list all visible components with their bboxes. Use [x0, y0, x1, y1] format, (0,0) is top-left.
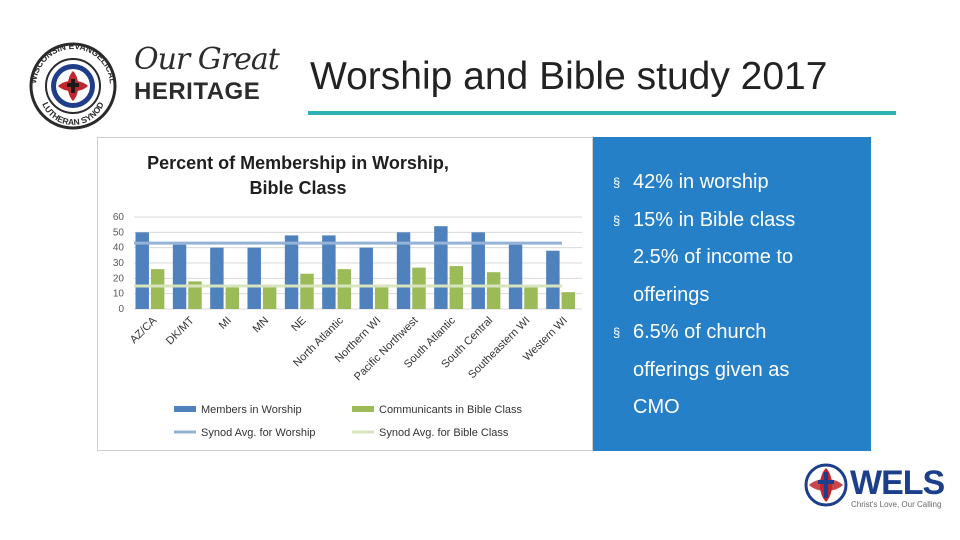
- bar-worship: [284, 235, 299, 309]
- legend-label: Communicants in Bible Class: [379, 404, 523, 416]
- legend-label: Synod Avg. for Worship: [201, 427, 316, 439]
- bar-bible-class: [337, 269, 352, 309]
- title-underline: [308, 111, 896, 115]
- bullet-item: offerings given as: [611, 352, 861, 390]
- bar-bible-class: [262, 286, 277, 309]
- bar-bible-class: [300, 273, 314, 309]
- bullet-text: offerings: [633, 283, 710, 306]
- bar-worship: [508, 244, 523, 309]
- brand-script-text: Our Great: [134, 42, 280, 77]
- bar-bible-class: [561, 292, 576, 309]
- bar-worship: [359, 247, 373, 309]
- legend-label: Members in Worship: [201, 404, 302, 416]
- bar-bible-class: [449, 266, 464, 309]
- bullet-text: 15% in Bible class: [633, 208, 796, 231]
- bullet-panel: § 42% in worship § 15% in Bible class 2.5% o…: [593, 137, 871, 451]
- bullet-list: § 42% in worship § 15% in Bible class 2.5% o…: [611, 164, 861, 427]
- bullet-marker-icon: §: [613, 325, 621, 340]
- brand-heritage-text: HERITAGE: [134, 78, 261, 105]
- wels-cross-icon: [804, 463, 848, 507]
- bar-bible-class: [150, 269, 165, 309]
- bullet-marker-icon: §: [613, 175, 621, 190]
- bar-worship: [471, 232, 485, 309]
- x-category-label: AZ/CA: [128, 314, 160, 346]
- membership-chart: Percent of Membership in Worship, Bible C…: [97, 137, 593, 451]
- bullet-marker-icon: §: [613, 212, 621, 228]
- x-category-label: MI: [217, 315, 234, 332]
- bullet-item: 2.5% of income to: [611, 239, 861, 277]
- y-tick-label: 40: [113, 243, 125, 254]
- bar-bible-class: [486, 272, 501, 309]
- y-tick-label: 10: [113, 289, 125, 300]
- bar-worship: [210, 247, 224, 309]
- bar-bible-class: [412, 267, 426, 309]
- y-tick-label: 50: [113, 227, 125, 238]
- chart-canvas: Percent of Membership in Worship, Bible C…: [113, 153, 582, 439]
- wels-footer-logo: WELS Christ's Love, Our Calling: [804, 462, 945, 512]
- bullet-item: CMO: [611, 389, 861, 427]
- wels-logo-word: WELS: [850, 464, 945, 502]
- y-tick-label: 30: [113, 258, 125, 269]
- x-category-label: DK/MT: [164, 314, 197, 347]
- x-category-label: Pacific Northwest: [352, 315, 421, 384]
- bar-bible-class: [524, 287, 538, 309]
- bar-worship: [322, 235, 336, 309]
- slide-title: Worship and Bible study 2017: [310, 55, 828, 98]
- bar-bible-class: [188, 281, 202, 309]
- legend-swatch: [352, 406, 374, 412]
- bullet-text: 2.5% of income to: [633, 246, 794, 268]
- bar-bible-class: [225, 286, 240, 309]
- y-tick-label: 20: [113, 273, 125, 284]
- bullet-item: § 6.5% of church: [611, 314, 861, 352]
- bullet-text: CMO: [633, 396, 680, 418]
- bar-worship: [434, 226, 448, 309]
- bullet-text: offerings given as: [633, 358, 790, 381]
- chart-title-line: Percent of Membership in Worship,: [147, 153, 449, 173]
- x-category-label: MN: [251, 315, 272, 336]
- bar-bible-class: [374, 287, 389, 309]
- bar-worship: [396, 232, 411, 309]
- our-great-heritage-logo: Our Great HERITAGE: [132, 42, 282, 105]
- y-tick-label: 0: [118, 304, 124, 315]
- chart-title-line: Bible Class: [249, 178, 346, 198]
- bar-worship: [135, 232, 149, 309]
- wels-tagline: Christ's Love, Our Calling: [851, 500, 942, 509]
- bar-worship: [247, 247, 261, 309]
- legend-label: Synod Avg. for Bible Class: [379, 427, 509, 439]
- bullet-text: 42% in worship: [633, 171, 769, 193]
- bullet-item: § 15% in Bible class: [611, 202, 861, 240]
- bar-worship: [546, 250, 560, 309]
- wels-seal-logo: WISCONSIN EVANGELICAL LUTHERAN SYNOD: [22, 40, 124, 130]
- x-category-label: NE: [289, 315, 308, 334]
- y-tick-label: 60: [113, 212, 125, 223]
- legend-swatch: [174, 406, 196, 412]
- bullet-text: 6.5% of church: [633, 321, 767, 343]
- bullet-item: offerings: [611, 277, 861, 315]
- bar-worship: [172, 244, 187, 309]
- bullet-item: § 42% in worship: [611, 164, 861, 202]
